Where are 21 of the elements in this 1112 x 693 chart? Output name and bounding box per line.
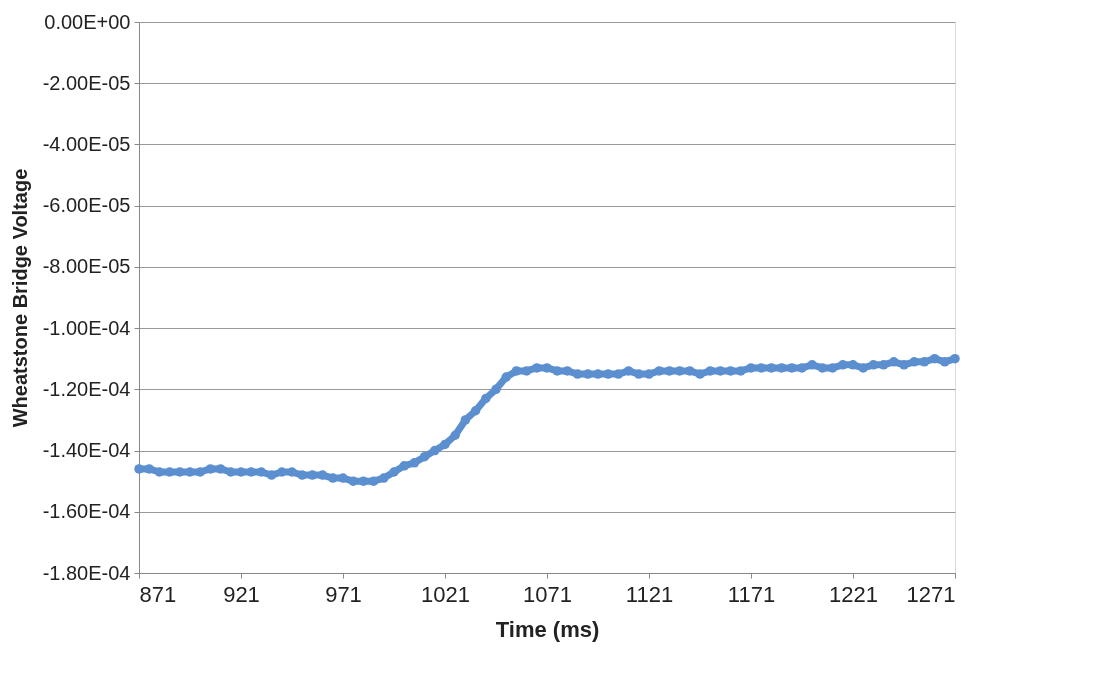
y-tick-label: -1.40E-04	[42, 439, 131, 462]
y-axis-title: Wheatstone Bridge Voltage	[8, 168, 31, 428]
x-tick-label: 1021	[421, 581, 470, 607]
x-tick-label: 1171	[727, 581, 776, 607]
x-tick-label: 871	[139, 581, 177, 607]
y-tick-label: -6.00E-05	[42, 194, 131, 217]
x-tick-label: 1071	[523, 581, 572, 607]
y-tick-label: -4.00E-05	[42, 132, 131, 155]
x-tick-label: 971	[325, 581, 362, 607]
x-tick-label: 1271	[906, 581, 956, 607]
x-tick-label: 1221	[829, 581, 878, 607]
y-tick-label: -1.60E-04	[42, 500, 131, 523]
y-tick-label: 0.00E+00	[44, 10, 131, 33]
y-tick-label: -1.20E-04	[42, 377, 131, 400]
x-tick-label: 1121	[625, 581, 674, 607]
y-tick-label: -1.00E-04	[42, 316, 131, 339]
y-tick-label: -1.80E-04	[42, 561, 131, 584]
y-tick-label: -2.00E-05	[42, 71, 131, 94]
x-tick-label: 921	[223, 581, 260, 607]
x-axis-title: Time (ms)	[495, 616, 600, 642]
y-tick-label: -8.00E-05	[42, 255, 131, 278]
